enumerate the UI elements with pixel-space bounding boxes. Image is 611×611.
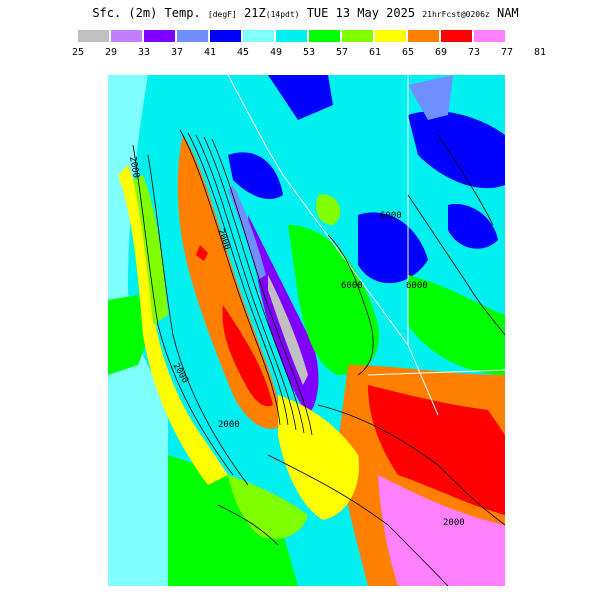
great-basin-cold-patch: [358, 212, 428, 284]
title-units: [degF]: [207, 10, 237, 19]
legend-tick-label: 53: [302, 47, 316, 58]
south-central-warm: [278, 395, 359, 520]
legend-swatch: [111, 30, 142, 42]
legend-tick-label: 69: [434, 47, 448, 58]
central-valley-hot: [222, 305, 273, 407]
legend-swatch: [375, 30, 406, 42]
coastal-green-band: [133, 175, 168, 325]
legend-tick-label: 77: [500, 47, 514, 58]
contour-label: 6000: [380, 211, 402, 221]
temperature-map: 2000 2000 2000 2000 6000 6000 6000 2000: [108, 75, 505, 586]
mid-basin-green-spot: [316, 194, 341, 225]
state-boundary: [227, 75, 439, 416]
north-cold-patch: [268, 75, 333, 120]
map-canvas: 2000 2000 2000 2000 6000 6000 6000 2000: [108, 75, 505, 586]
title-local-time: (14pdt): [265, 10, 300, 19]
title-valid-time: 21Z: [244, 6, 266, 20]
legend-tick-label: 73: [467, 47, 481, 58]
east-basin-mild: [408, 275, 505, 375]
contour-label: 2000: [127, 156, 141, 179]
legend-swatch: [210, 30, 241, 42]
legend-tick-label: 65: [401, 47, 415, 58]
legend-tick-label: 37: [170, 47, 184, 58]
legend-tick-label: 25: [71, 47, 85, 58]
desert-hottest: [378, 475, 505, 586]
legend-swatch: [342, 30, 373, 42]
mid-basin-mild: [288, 225, 379, 375]
title-variable: Sfc. (2m) Temp.: [92, 6, 201, 20]
contour-label: 2000: [443, 518, 465, 528]
legend-tick-label: 61: [368, 47, 382, 58]
legend-swatch: [276, 30, 307, 42]
la-basin-region: [228, 475, 308, 539]
nevada-cold-patch: [228, 152, 283, 200]
central-valley-warm: [177, 135, 283, 429]
legend-swatch: [177, 30, 208, 42]
legend-tick-label: 57: [335, 47, 349, 58]
legend-swatch: [474, 30, 505, 42]
legend-tick-label: 81: [533, 47, 547, 58]
legend-swatch: [408, 30, 439, 42]
valley-hot-spot: [196, 245, 208, 261]
legend-swatch: [309, 30, 340, 42]
state-boundary-south: [367, 369, 505, 376]
contour-label: 6000: [341, 281, 363, 291]
legend-swatch: [144, 30, 175, 42]
northeast-cool-patch: [408, 75, 453, 120]
title-model: NAM: [496, 6, 519, 20]
northeast-cold-patch: [408, 111, 505, 189]
map-title: Sfc. (2m) Temp. [degF] 21Z(14pdt) TUE 13…: [0, 6, 611, 20]
legend-tick-label: 29: [104, 47, 118, 58]
east-cold-patch: [448, 204, 498, 249]
ocean-region: [108, 75, 168, 586]
title-date: TUE 13 May 2025: [306, 6, 416, 20]
legend-swatch: [243, 30, 274, 42]
south-coast-region: [168, 455, 298, 586]
contour-label: 2000: [218, 420, 240, 430]
legend-tick-label: 45: [236, 47, 250, 58]
legend-swatch: [441, 30, 472, 42]
sierra-peaks: [268, 275, 308, 385]
legend-tick-label: 33: [137, 47, 151, 58]
title-run: 21hrFcst@0206z: [422, 10, 490, 19]
legend-swatch: [78, 30, 109, 42]
contour-label: 6000: [406, 281, 428, 291]
elevation-contours: [132, 129, 505, 586]
legend-tick-label: 49: [269, 47, 283, 58]
legend-tick-label: 41: [203, 47, 217, 58]
southeast-hot: [368, 385, 505, 515]
